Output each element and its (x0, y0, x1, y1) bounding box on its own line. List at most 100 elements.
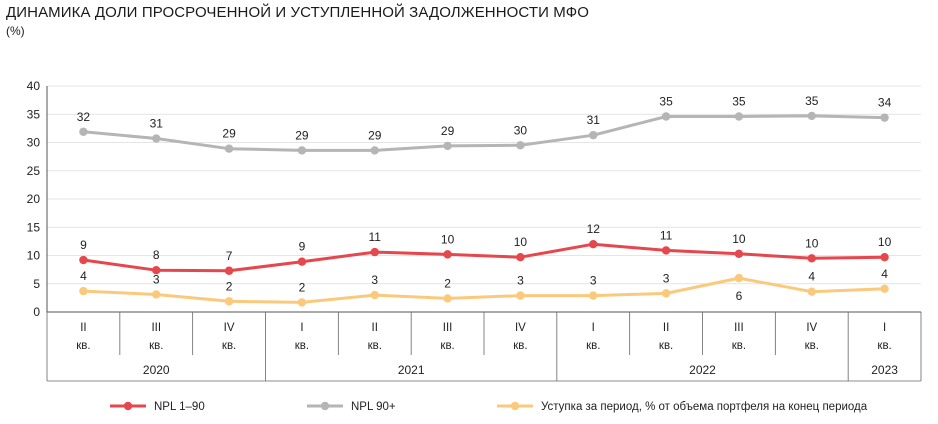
data-label: 10 (441, 232, 455, 246)
data-point (734, 112, 744, 121)
data-label: 29 (368, 128, 382, 142)
data-label: 8 (153, 248, 160, 262)
quarter-suffix: кв. (586, 340, 600, 352)
data-point (880, 284, 889, 294)
quarter-label: II (372, 322, 378, 334)
data-point (661, 289, 671, 298)
data-point (589, 291, 598, 300)
data-label: 11 (660, 228, 673, 242)
data-point (880, 252, 889, 262)
year-label: 2020 (143, 363, 170, 377)
data-point (516, 291, 525, 300)
data-label: 35 (659, 95, 673, 109)
data-point (79, 127, 88, 136)
data-point (297, 146, 307, 155)
chart-title: ДИНАМИКА ДОЛИ ПРОСРОЧЕННОЙ И УСТУПЛЕННОЙ… (6, 4, 589, 21)
quarter-suffix: кв. (222, 340, 236, 352)
data-point (370, 290, 379, 300)
y-tick-label: 40 (27, 79, 41, 93)
data-point (297, 298, 307, 307)
legend-swatch-marker (123, 401, 133, 411)
data-label: 12 (587, 222, 601, 236)
quarter-label: III (151, 322, 161, 334)
quarter-suffix: кв. (513, 340, 527, 352)
data-point (443, 250, 452, 259)
series-line (83, 114, 885, 152)
data-label: 2 (299, 280, 306, 294)
series-lines (79, 111, 889, 307)
data-point (152, 290, 161, 299)
legend-swatch-marker (320, 401, 330, 411)
quarter-label: III (734, 322, 744, 334)
data-point (224, 297, 234, 306)
quarter-label: IV (224, 322, 235, 334)
data-point (807, 111, 816, 121)
data-label: 9 (80, 238, 87, 252)
legend-entry: NPL 1–90 (154, 401, 205, 413)
quarter-label: I (592, 322, 595, 334)
data-label: 3 (371, 273, 378, 287)
data-point (734, 273, 744, 283)
data-label: 3 (517, 274, 524, 288)
quarter-suffix: кв. (149, 340, 163, 352)
data-point (79, 286, 88, 296)
data-point (516, 252, 525, 262)
data-label: 6 (736, 289, 743, 303)
data-point (297, 257, 307, 266)
data-label: 9 (299, 240, 306, 254)
legend-entry: NPL 90+ (351, 401, 396, 413)
data-label: 29 (441, 124, 455, 138)
data-label: 7 (226, 249, 233, 263)
data-point (734, 249, 744, 259)
quarter-suffix: кв. (805, 340, 819, 352)
data-label: 2 (226, 279, 233, 293)
quarter-suffix: кв. (877, 340, 891, 352)
quarter-suffix: кв. (76, 340, 90, 352)
y-tick-label: 15 (27, 220, 41, 234)
unit-label: (%) (6, 24, 25, 38)
data-label: 4 (808, 270, 815, 284)
y-tick-label: 5 (33, 277, 40, 291)
data-label: 3 (590, 274, 597, 288)
data-label: 10 (805, 236, 819, 250)
data-point (880, 113, 889, 122)
quarter-label: II (663, 322, 669, 334)
data-point (807, 254, 816, 263)
data-point (370, 247, 379, 257)
data-point (224, 144, 234, 153)
data-point (224, 266, 234, 275)
data-label: 2 (444, 276, 451, 290)
data-point (589, 130, 598, 140)
legend: NPL 1–90 NPL 90+ Уступка за период, % от о… (110, 401, 868, 413)
quarter-suffix: кв. (732, 340, 746, 352)
quarter-label: I (300, 322, 303, 334)
data-label: 3 (663, 271, 670, 285)
data-point (807, 287, 816, 296)
data-label: 10 (878, 235, 892, 249)
legend-entry: Уступка за период, % от объема портфеля … (541, 401, 868, 413)
y-tick-label: 20 (27, 192, 41, 206)
data-label: 4 (80, 269, 87, 283)
quarter-suffix: кв. (440, 340, 454, 352)
year-label: 2022 (689, 363, 716, 377)
data-point (443, 294, 452, 303)
y-axis: 0 5 10 15 20 25 30 35 40 (27, 79, 48, 319)
data-point (661, 112, 671, 121)
quarter-label: IV (806, 322, 817, 334)
data-label: 35 (805, 94, 819, 108)
data-label: 31 (587, 113, 601, 127)
data-label: 10 (732, 232, 746, 246)
data-point (152, 134, 161, 143)
quarter-label: III (443, 322, 453, 334)
quarter-suffix: кв. (659, 340, 673, 352)
y-tick-label: 25 (27, 164, 41, 178)
y-tick-label: 0 (33, 305, 40, 319)
y-tick-label: 10 (27, 249, 41, 263)
data-point (79, 255, 88, 265)
grid-lines (47, 85, 921, 313)
data-label: 11 (369, 230, 382, 244)
y-tick-label: 30 (27, 136, 41, 150)
data-point (152, 265, 161, 275)
